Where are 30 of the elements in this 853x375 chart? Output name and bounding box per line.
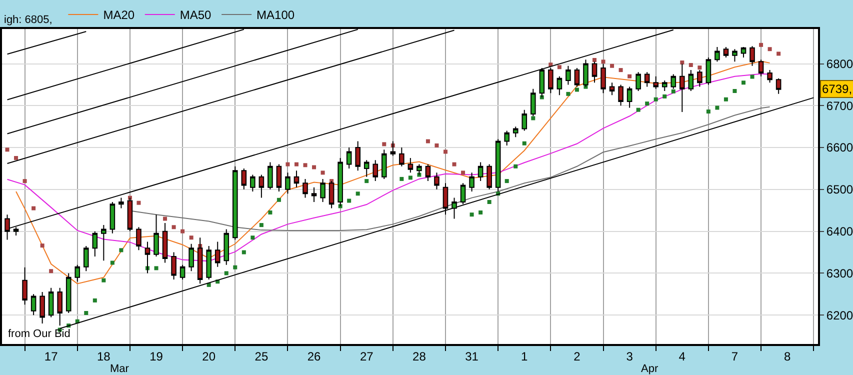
x-tick-label: 2 — [574, 349, 581, 364]
x-tick-label: 25 — [254, 349, 268, 364]
y-tick-label: 6200 — [826, 308, 853, 322]
x-tick-label: 3 — [626, 349, 634, 364]
legend-label: MA100 — [256, 8, 295, 22]
y-tick-label: 6300 — [826, 266, 853, 280]
y-tick-label: 6400 — [826, 224, 853, 239]
x-tick-label: 26 — [307, 349, 322, 364]
x-tick-label: 19 — [150, 349, 164, 364]
y-tick-label: 6600 — [826, 140, 853, 155]
x-tick-label: 17 — [44, 349, 58, 364]
annotation: 6739, — [822, 82, 852, 96]
legend-label: MA50 — [180, 8, 212, 22]
y-tick-label: 6800 — [826, 56, 853, 71]
x-tick-label: 4 — [678, 349, 686, 364]
x-tick-label: 31 — [465, 349, 479, 364]
text: Mar — [110, 363, 130, 375]
x-tick-label: 7 — [731, 349, 738, 364]
x-tick-label: 8 — [784, 349, 791, 364]
x-tick-label: 20 — [202, 349, 216, 364]
x-tick-label: 18 — [96, 349, 111, 364]
x-tick-label: 28 — [412, 349, 426, 364]
y-tick-label: 6700 — [826, 98, 853, 113]
x-tick-label: 1 — [521, 349, 528, 364]
y-tick-label: 6500 — [826, 182, 853, 197]
text: Apr — [641, 363, 658, 375]
annotation: from Our Bid — [8, 328, 70, 340]
legend-label: MA20 — [103, 8, 135, 22]
x-tick-label: 27 — [360, 349, 374, 364]
text: igh: 6805, — [4, 14, 52, 26]
